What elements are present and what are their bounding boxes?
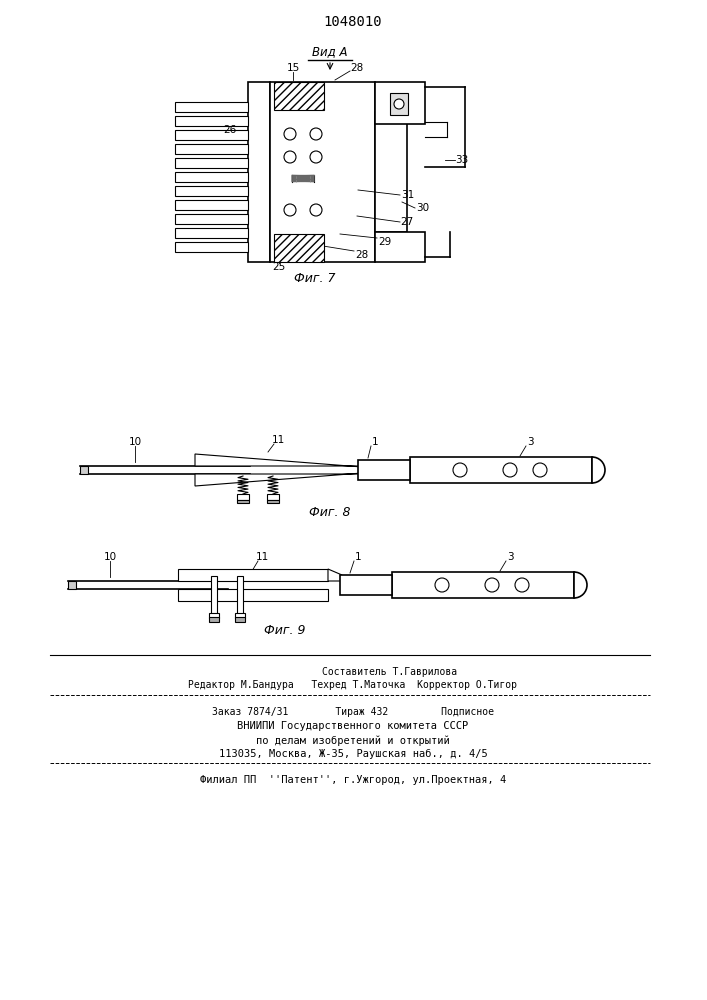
Bar xyxy=(175,172,248,182)
Text: 25: 25 xyxy=(272,262,286,272)
Bar xyxy=(175,214,248,224)
Text: Редактор М.Бандура   Техред Т.Маточка  Корректор О.Тигор: Редактор М.Бандура Техред Т.Маточка Корр… xyxy=(189,680,518,690)
Bar xyxy=(237,500,249,503)
Bar xyxy=(175,144,248,154)
Bar xyxy=(235,613,245,618)
Bar xyxy=(392,572,574,598)
Bar xyxy=(175,102,248,112)
Circle shape xyxy=(485,578,499,592)
Circle shape xyxy=(515,578,529,592)
Bar xyxy=(375,82,425,124)
Bar xyxy=(375,112,407,232)
Circle shape xyxy=(435,578,449,592)
Bar xyxy=(248,82,270,262)
Wedge shape xyxy=(592,457,605,483)
Bar xyxy=(209,617,219,622)
Bar xyxy=(340,575,392,595)
Bar xyxy=(175,186,248,196)
Wedge shape xyxy=(574,572,587,598)
Bar xyxy=(175,200,248,210)
Circle shape xyxy=(310,151,322,163)
Circle shape xyxy=(533,463,547,477)
Text: 10: 10 xyxy=(103,552,117,562)
Text: 11: 11 xyxy=(271,435,285,445)
Circle shape xyxy=(310,128,322,140)
Text: 3: 3 xyxy=(507,552,513,562)
Text: 1: 1 xyxy=(372,437,378,447)
Text: ВНИИПИ Государственного комитета СССР: ВНИИПИ Государственного комитета СССР xyxy=(238,721,469,731)
Text: 30: 30 xyxy=(416,203,430,213)
Bar xyxy=(175,158,248,168)
Text: 113035, Москва, Ж-35, Раушская наб., д. 4/5: 113035, Москва, Ж-35, Раушская наб., д. … xyxy=(218,749,487,759)
Bar xyxy=(237,494,249,500)
Polygon shape xyxy=(68,581,76,589)
Text: Составитель Т.Гаврилова: Составитель Т.Гаврилова xyxy=(322,667,457,677)
Bar xyxy=(175,116,248,126)
Bar xyxy=(237,576,243,614)
Polygon shape xyxy=(195,454,375,468)
Bar xyxy=(211,576,217,614)
Text: 1: 1 xyxy=(355,552,361,562)
Circle shape xyxy=(394,99,404,109)
Text: Вид А: Вид А xyxy=(312,45,348,58)
Bar xyxy=(178,589,328,601)
Bar xyxy=(175,242,248,252)
Bar xyxy=(267,500,279,503)
Bar xyxy=(209,613,219,618)
Polygon shape xyxy=(80,466,88,474)
Text: 27: 27 xyxy=(400,217,414,227)
Polygon shape xyxy=(328,569,342,581)
Circle shape xyxy=(503,463,517,477)
Text: 31: 31 xyxy=(402,190,414,200)
Text: 26: 26 xyxy=(223,125,237,135)
Text: 1048010: 1048010 xyxy=(324,15,382,29)
Bar xyxy=(270,82,375,262)
Text: Заказ 7874/31        Тираж 432         Подписное: Заказ 7874/31 Тираж 432 Подписное xyxy=(212,707,494,717)
Circle shape xyxy=(284,128,296,140)
Text: 15: 15 xyxy=(286,63,300,73)
Text: 11: 11 xyxy=(255,552,269,562)
Bar xyxy=(390,93,408,115)
Bar xyxy=(267,494,279,500)
Bar xyxy=(358,460,410,480)
Text: 28: 28 xyxy=(356,250,368,260)
Text: Фиг. 7: Фиг. 7 xyxy=(294,271,336,284)
Text: 3: 3 xyxy=(527,437,533,447)
Bar xyxy=(178,569,328,581)
Circle shape xyxy=(284,151,296,163)
Text: 33: 33 xyxy=(455,155,469,165)
Text: 28: 28 xyxy=(351,63,363,73)
Bar xyxy=(410,457,592,483)
Text: по делам изобретений и открытий: по делам изобретений и открытий xyxy=(256,735,450,746)
Text: Фиг. 9: Фиг. 9 xyxy=(264,624,305,637)
Text: 29: 29 xyxy=(378,237,392,247)
Circle shape xyxy=(310,204,322,216)
Bar xyxy=(175,228,248,238)
Text: 10: 10 xyxy=(129,437,141,447)
Text: Фиг. 8: Фиг. 8 xyxy=(309,506,351,518)
Polygon shape xyxy=(195,472,375,486)
Bar xyxy=(375,232,425,262)
Bar xyxy=(175,130,248,140)
Text: Филиал ПП  ''Патент'', г.Ужгород, ул.Проектная, 4: Филиал ПП ''Патент'', г.Ужгород, ул.Прое… xyxy=(200,775,506,785)
Bar xyxy=(274,82,324,110)
Circle shape xyxy=(453,463,467,477)
Bar xyxy=(235,617,245,622)
Bar xyxy=(274,234,324,262)
Circle shape xyxy=(284,204,296,216)
